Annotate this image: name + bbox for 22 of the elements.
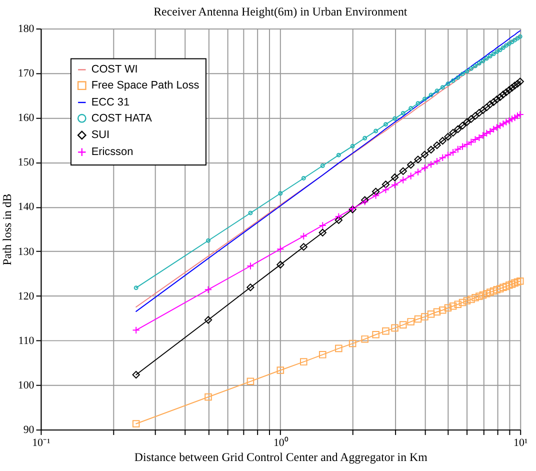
legend-label: ECC 31: [91, 96, 130, 108]
y-tick-label: 170: [18, 68, 35, 80]
y-tick-label: 100: [18, 379, 35, 392]
y-tick-label: 130: [18, 246, 35, 258]
x-tick-label: 10⁻¹: [32, 436, 50, 449]
y-axis-title: Path loss in dB: [0, 194, 14, 266]
y-tick-label: 140: [18, 201, 35, 214]
y-tick-label: 90: [23, 424, 35, 436]
y-tick-label: 180: [18, 22, 35, 35]
legend-label: COST HATA: [91, 112, 153, 124]
legend-label: Free Space Path Loss: [91, 80, 200, 92]
x-tick-label: 10⁰: [273, 436, 288, 449]
y-tick-label: 120: [18, 290, 35, 302]
y-tick-label: 160: [18, 112, 35, 124]
y-tick-label: 110: [18, 334, 35, 347]
legend-label: Ericsson: [91, 146, 134, 158]
chart-title: Receiver Antenna Height(6m) in Urban Environment: [154, 4, 408, 19]
x-axis-title: Distance between Grid Control Center and Aggregator in Km: [134, 450, 428, 464]
legend-label: SUI: [91, 129, 110, 142]
legend-label: COST WI: [91, 64, 138, 76]
x-tick-label: 10¹: [514, 436, 528, 449]
y-tick-label: 150: [18, 156, 35, 169]
